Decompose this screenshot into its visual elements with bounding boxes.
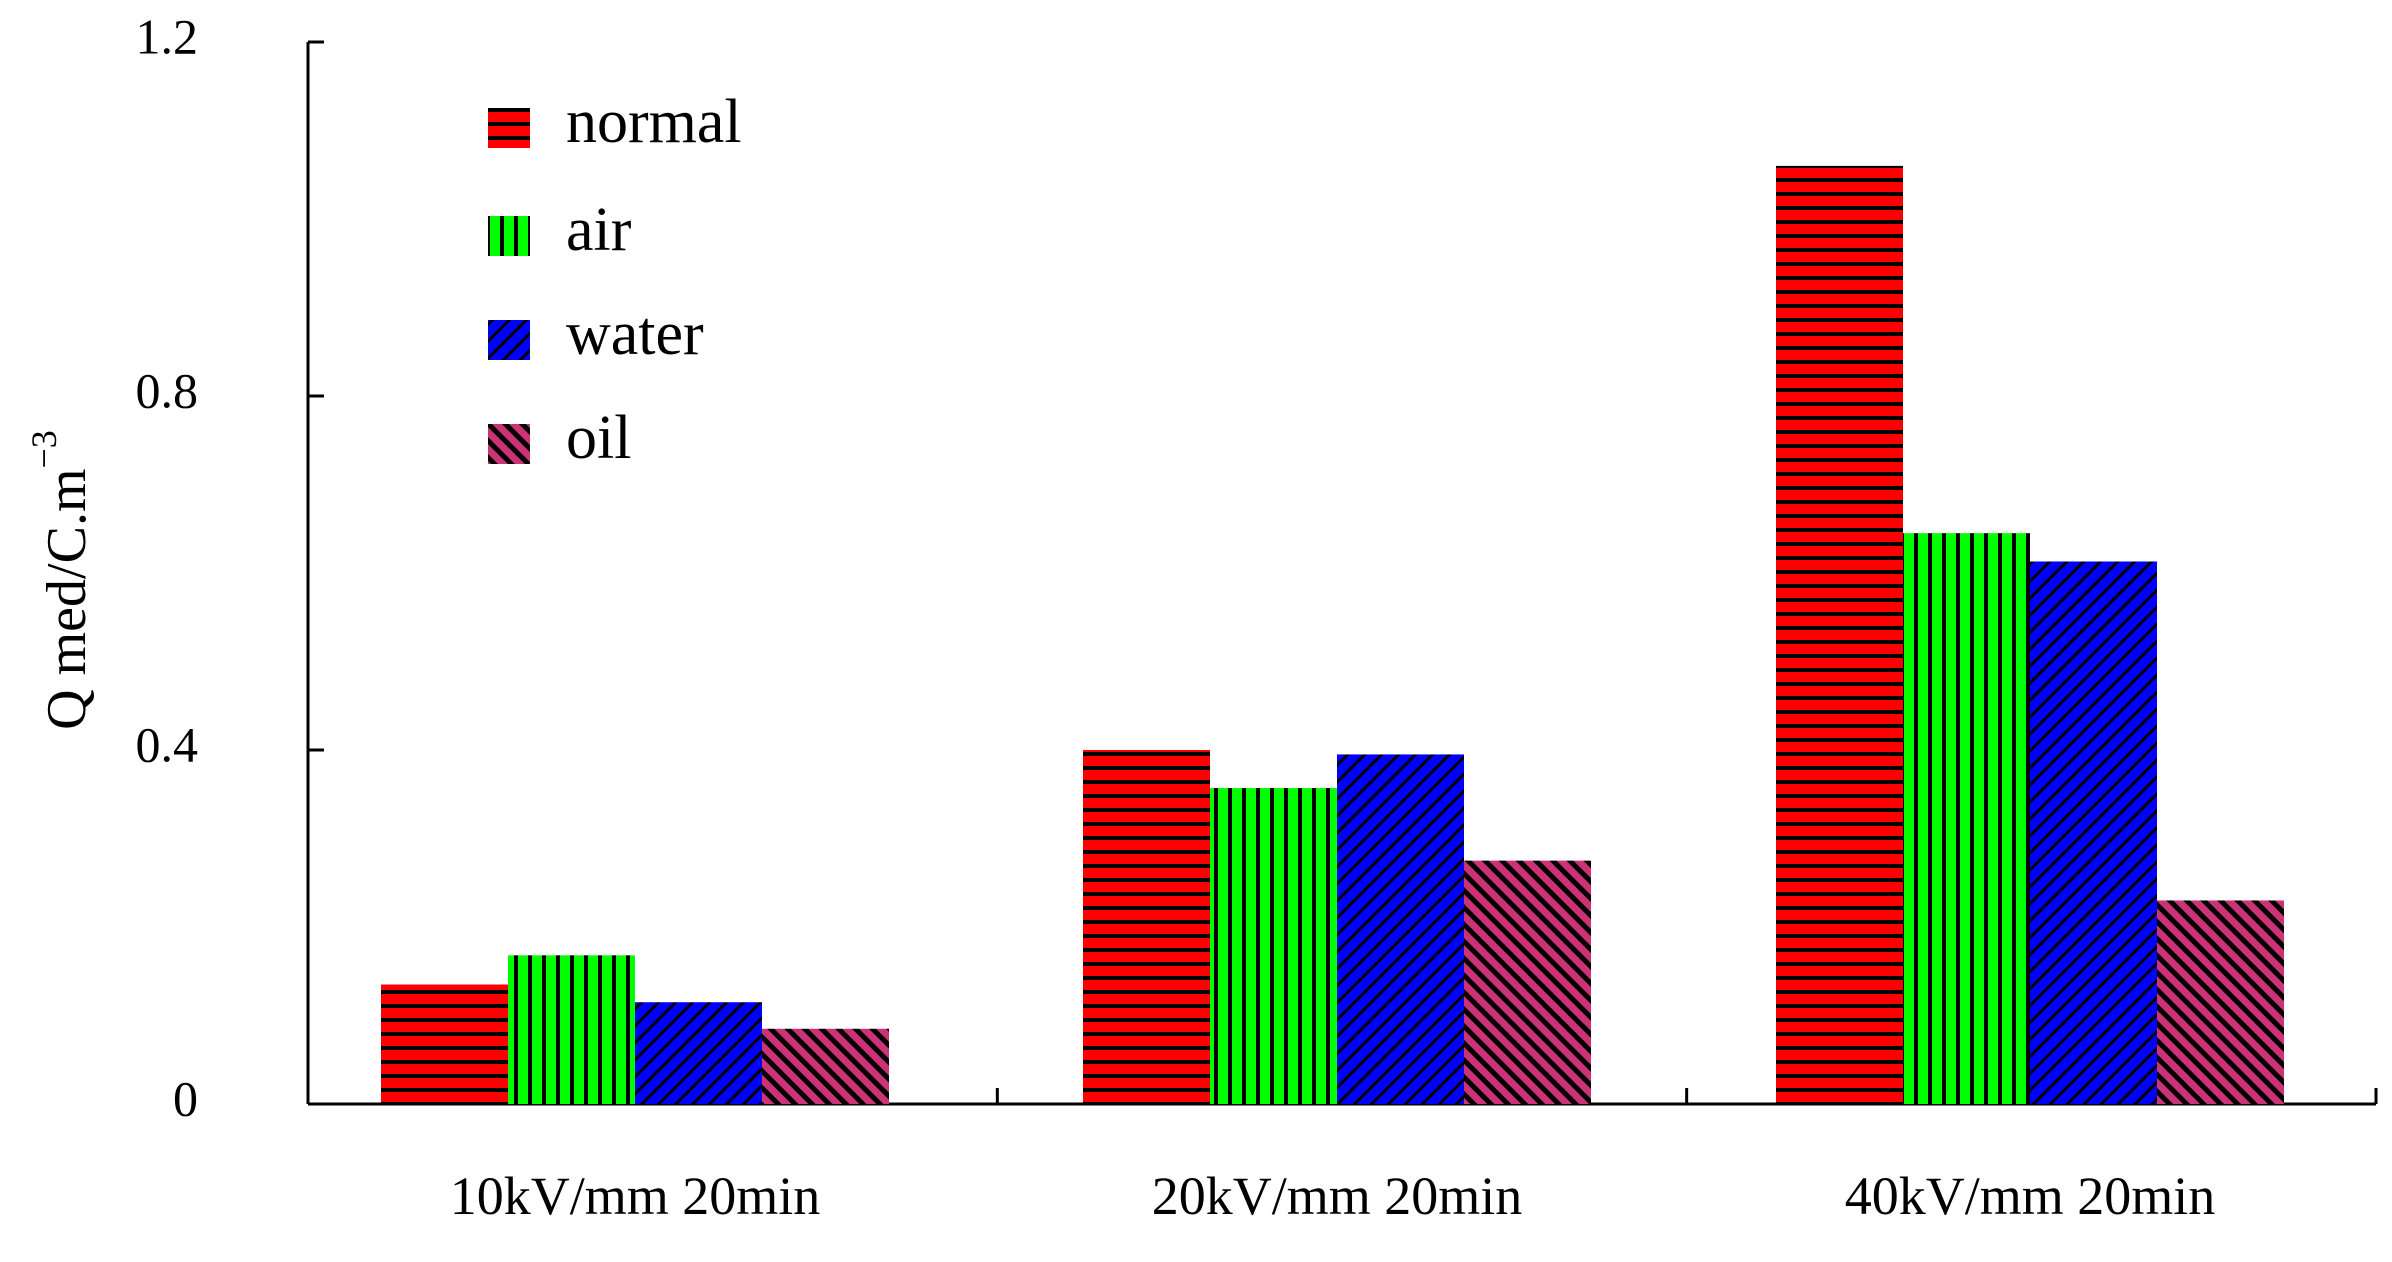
legend-label-normal: normal	[566, 88, 742, 156]
y-axis-title-text: Q med/C.m	[36, 468, 98, 729]
bar-normal	[1776, 165, 1903, 1104]
y-axis-title-superscript: −3	[24, 430, 64, 468]
legend-label-air: air	[566, 196, 632, 264]
bar-air	[1903, 533, 2030, 1104]
bar-normal	[381, 984, 508, 1104]
bar-normal	[1083, 750, 1210, 1104]
category-labels: 10kV/mm 20min 20kV/mm 20min 40kV/mm 20min	[450, 1166, 2216, 1226]
bar-oil	[762, 1028, 889, 1104]
y-tick-label: 0.8	[136, 362, 199, 418]
bars	[381, 165, 2284, 1104]
x-ticks	[995, 1088, 2378, 1104]
legend-swatch-oil	[488, 424, 530, 464]
bar-oil	[2157, 900, 2284, 1104]
legend-swatch-air	[488, 216, 530, 256]
legend-label-oil: oil	[566, 404, 631, 472]
y-tick-label: 0.4	[136, 716, 199, 772]
legend-swatch-water	[488, 320, 530, 360]
bar-water	[1337, 754, 1464, 1104]
bar-air	[508, 955, 635, 1104]
legend-swatch-normal	[488, 108, 530, 148]
legend: normal air water oil	[488, 88, 742, 472]
x-category-label: 20kV/mm 20min	[1152, 1166, 1523, 1226]
x-category-label: 40kV/mm 20min	[1845, 1166, 2216, 1226]
legend-label-water: water	[566, 300, 704, 368]
bar-oil	[1464, 860, 1591, 1104]
y-tick-label: 1.2	[136, 8, 199, 64]
bar-air	[1210, 788, 1337, 1104]
y-tick-label: 0	[173, 1070, 198, 1126]
y-ticks: 0 0.4 0.8 1.2	[136, 8, 324, 1126]
bar-water	[635, 1002, 762, 1104]
y-axis-title: Q med/C.m−3	[24, 430, 98, 730]
x-category-label: 10kV/mm 20min	[450, 1166, 821, 1226]
bar-water	[2030, 561, 2157, 1104]
